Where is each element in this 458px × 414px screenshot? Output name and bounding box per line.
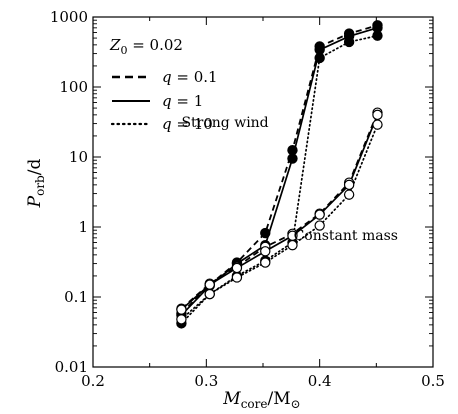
data-point-constant-mass (204, 288, 215, 300)
data-point-constant-mass (314, 220, 325, 231)
y-tick-label: 1 (78, 218, 88, 236)
y-tick-label: 100 (59, 78, 88, 96)
data-point-constant-mass (204, 279, 215, 290)
data-point-constant-mass (260, 257, 271, 268)
legend-label-q10: q = 10 (162, 115, 213, 133)
legend-label-q01: q = 0.1 (162, 68, 218, 86)
legend-title: Z0 = 0.02 (109, 36, 183, 57)
data-point-constant-mass (343, 179, 355, 191)
legend: Z0 = 0.02 q = 0.1 q = 1 q = 10 (109, 36, 218, 133)
data-point-constant-mass (372, 119, 383, 130)
data-point-strong-wind (372, 30, 383, 41)
series-line-constant-mass-dashed (180, 112, 379, 310)
annotation-constant-mass: Constant mass (294, 228, 398, 244)
plot-markers (176, 20, 383, 329)
x-tick-label: 0.2 (81, 372, 105, 390)
x-tick-label: 0.4 (308, 372, 332, 390)
data-point-constant-mass (176, 304, 187, 315)
annotation-strong-wind: Strong wind (181, 115, 268, 131)
data-point-constant-mass (287, 239, 298, 251)
y-tick-label: 0.01 (55, 358, 88, 376)
y-tick-label: 0.1 (64, 288, 88, 306)
data-point-constant-mass (176, 314, 187, 325)
series-line-strong-wind-dashed (180, 24, 378, 315)
axis-ticks (92, 16, 434, 368)
data-point-strong-wind (287, 153, 298, 164)
data-point-strong-wind (260, 227, 271, 239)
series-line-constant-mass-dotted (180, 123, 379, 321)
y-axis-label: Porb/d (25, 159, 47, 209)
data-point-constant-mass (260, 246, 271, 257)
x-tick-label: 0.3 (194, 372, 218, 390)
data-point-strong-wind (314, 52, 325, 64)
data-point-constant-mass (314, 209, 325, 220)
data-point-constant-mass (372, 109, 383, 121)
y-tick-label: 1000 (50, 8, 88, 26)
tick-labels: 0.2 0.3 0.4 0.5 0.01 0.1 1 10 100 1000 (50, 8, 445, 390)
data-point-strong-wind (343, 36, 355, 48)
x-tick-label: 0.5 (421, 372, 445, 390)
plot-frame (92, 16, 434, 368)
data-point-constant-mass (231, 262, 243, 274)
x-axis-label: Mcore/M⊙ (222, 389, 300, 411)
data-point-constant-mass (343, 189, 355, 200)
legend-label-q1: q = 1 (162, 92, 203, 110)
y-tick-label: 10 (69, 148, 88, 166)
data-point-constant-mass (231, 272, 243, 283)
